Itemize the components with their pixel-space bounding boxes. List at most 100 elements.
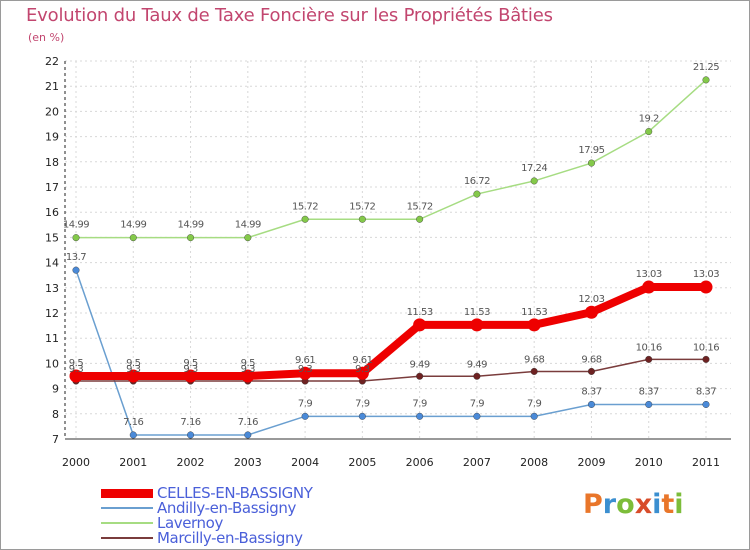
x-tick-label: 2002 [177, 456, 205, 469]
data-point-marcilly-en-bassigny [530, 367, 538, 375]
y-tick-label: 11 [45, 332, 59, 345]
data-label-andilly-en-bassigny: 7.16 [180, 417, 200, 428]
data-point-lavernoy [72, 234, 80, 242]
data-label-andilly-en-bassigny: 8.37 [639, 386, 659, 397]
y-tick-label: 7 [52, 433, 59, 446]
data-point-lavernoy [645, 128, 653, 136]
data-label-lavernoy: 14.99 [235, 220, 261, 231]
legend-label: Andilly-en-Bassigny [157, 499, 297, 517]
x-tick-label: 2008 [520, 456, 548, 469]
y-tick-label: 18 [45, 156, 59, 169]
x-tick-label: 2000 [62, 456, 90, 469]
data-point-andilly-en-bassigny [587, 400, 595, 408]
data-label-marcilly-en-bassigny: 9.68 [524, 354, 544, 365]
data-label-celles-en-bassigny: 12.03 [578, 294, 604, 305]
data-point-celles-en-bassigny [69, 369, 83, 383]
data-label-celles-en-bassigny: 13.03 [693, 269, 719, 280]
y-tick-label: 16 [45, 206, 59, 219]
proxiti-logo: Proxiti [583, 489, 684, 520]
series-layer [69, 76, 713, 439]
data-point-celles-en-bassigny [413, 318, 427, 332]
data-label-lavernoy: 14.99 [120, 220, 146, 231]
series-line-marcilly-en-bassigny [76, 358, 706, 382]
data-label-lavernoy: 16.72 [464, 176, 490, 187]
data-point-celles-en-bassigny [584, 305, 598, 319]
data-label-andilly-en-bassigny: 7.16 [123, 417, 143, 428]
legend-swatch [101, 522, 153, 524]
data-point-celles-en-bassigny [184, 369, 198, 383]
data-point-lavernoy [301, 215, 309, 223]
data-point-lavernoy [587, 159, 595, 167]
data-point-lavernoy [530, 177, 538, 185]
y-tick-label: 17 [45, 181, 59, 194]
data-point-lavernoy [129, 234, 137, 242]
legend-label: Lavernoy [157, 514, 223, 532]
data-label-marcilly-en-bassigny: 9.3 [298, 364, 313, 375]
data-point-andilly-en-bassigny [301, 412, 309, 420]
data-label-lavernoy: 17.24 [521, 163, 547, 174]
data-label-andilly-en-bassigny: 13.7 [66, 252, 86, 263]
data-label-andilly-en-bassigny: 7.9 [412, 398, 427, 409]
y-tick-label: 21 [45, 80, 59, 93]
data-label-celles-en-bassigny: 11.53 [464, 307, 490, 318]
y-tick-label: 8 [52, 408, 59, 421]
y-tick-label: 14 [45, 257, 59, 270]
legend-swatch [101, 507, 153, 509]
data-point-andilly-en-bassigny [702, 400, 710, 408]
data-point-marcilly-en-bassigny [473, 372, 481, 380]
legend-swatch [101, 537, 153, 539]
y-tick-label: 13 [45, 282, 59, 295]
x-tick-label: 2001 [119, 456, 147, 469]
y-tick-label: 15 [45, 231, 59, 244]
series-line-lavernoy [76, 79, 707, 239]
grid [65, 60, 731, 440]
data-label-andilly-en-bassigny: 7.9 [470, 398, 485, 409]
y-tick-label: 22 [45, 55, 59, 68]
series-line-celles-en-bassigny [72, 283, 710, 380]
legend-swatch [101, 488, 153, 498]
data-point-lavernoy [358, 215, 366, 223]
y-tick-label: 19 [45, 131, 59, 144]
x-tick-label: 2006 [406, 456, 434, 469]
data-label-marcilly-en-bassigny: 9.3 [126, 364, 141, 375]
chart-unit: (en %) [28, 31, 65, 44]
y-tick-label: 12 [45, 307, 59, 320]
data-point-lavernoy [473, 190, 481, 198]
data-point-andilly-en-bassigny [473, 412, 481, 420]
data-point-marcilly-en-bassigny [587, 367, 595, 375]
x-tick-label: 2005 [348, 456, 376, 469]
data-label-lavernoy: 21.25 [693, 62, 719, 73]
data-point-celles-en-bassigny [126, 369, 140, 383]
data-point-andilly-en-bassigny [72, 266, 80, 274]
data-label-andilly-en-bassigny: 7.9 [527, 398, 542, 409]
data-label-marcilly-en-bassigny: 9.49 [410, 359, 430, 370]
data-label-andilly-en-bassigny: 7.9 [355, 398, 370, 409]
legend-label: CELLES-EN-BASSIGNY [157, 484, 313, 502]
x-tick-label: 2007 [463, 456, 491, 469]
data-label-andilly-en-bassigny: 8.37 [696, 386, 716, 397]
data-label-celles-en-bassigny: 13.03 [636, 269, 662, 280]
data-label-celles-en-bassigny: 11.53 [407, 307, 433, 318]
data-point-andilly-en-bassigny [416, 412, 424, 420]
series-line-andilly-en-bassigny [75, 269, 706, 436]
data-label-marcilly-en-bassigny: 9.49 [467, 359, 487, 370]
data-point-lavernoy [416, 215, 424, 223]
data-point-andilly-en-bassigny [244, 431, 252, 439]
data-label-marcilly-en-bassigny: 9.68 [581, 354, 601, 365]
data-point-marcilly-en-bassigny [645, 355, 653, 363]
x-tick-label: 2003 [234, 456, 262, 469]
data-point-celles-en-bassigny [298, 366, 312, 380]
data-label-lavernoy: 14.99 [63, 220, 89, 231]
data-label-lavernoy: 15.72 [292, 201, 318, 212]
data-label-lavernoy: 17.95 [578, 145, 604, 156]
data-point-celles-en-bassigny [642, 280, 656, 294]
data-label-lavernoy: 15.72 [349, 201, 375, 212]
data-label-celles-en-bassigny: 9.5 [126, 358, 141, 369]
labels-layer: 13.7 7.16 7.16 7.16 7.9 7.9 7.9 7.9 7.9 8.37 8.37 8… [63, 62, 720, 428]
data-label-celles-en-bassigny: 9.5 [69, 358, 84, 369]
data-label-marcilly-en-bassigny: 9.3 [241, 364, 256, 375]
data-label-andilly-en-bassigny: 8.37 [581, 386, 601, 397]
data-label-lavernoy: 19.2 [639, 114, 659, 125]
